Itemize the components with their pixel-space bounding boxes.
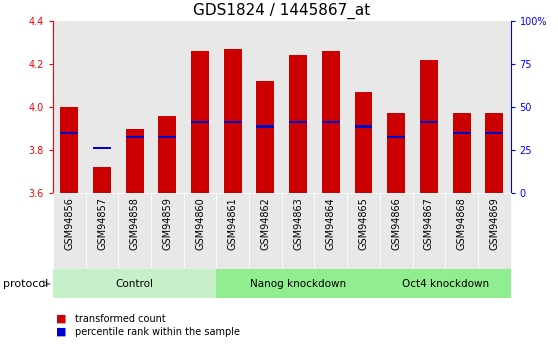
Bar	[158, 136, 176, 138]
Bar	[191, 51, 209, 193]
Text: Control: Control	[116, 279, 153, 289]
Text: GSM94869: GSM94869	[489, 197, 499, 250]
Text: protocol: protocol	[3, 279, 48, 289]
Bar	[53, 269, 217, 298]
Bar	[445, 21, 478, 193]
Bar	[282, 21, 315, 193]
Bar	[420, 59, 438, 193]
FancyBboxPatch shape	[347, 193, 380, 269]
FancyBboxPatch shape	[478, 193, 511, 269]
FancyBboxPatch shape	[118, 193, 151, 269]
Text: GSM94857: GSM94857	[97, 197, 107, 250]
Bar	[387, 136, 405, 138]
Bar	[322, 121, 340, 123]
FancyBboxPatch shape	[380, 193, 412, 269]
Bar	[60, 107, 78, 193]
Bar	[60, 131, 78, 134]
Bar	[354, 125, 373, 128]
Bar	[478, 21, 511, 193]
Bar	[249, 21, 282, 193]
Bar	[191, 121, 209, 123]
Bar	[347, 21, 380, 193]
Bar	[217, 269, 380, 298]
Text: GSM94858: GSM94858	[129, 197, 140, 250]
Bar	[184, 21, 217, 193]
Text: GSM94866: GSM94866	[391, 197, 401, 250]
Text: GSM94868: GSM94868	[456, 197, 466, 250]
Bar	[126, 128, 144, 193]
Bar	[453, 114, 470, 193]
Bar	[126, 136, 144, 138]
Bar	[380, 269, 511, 298]
Bar	[420, 121, 438, 123]
Text: GSM94863: GSM94863	[293, 197, 303, 250]
Bar	[412, 21, 445, 193]
Bar	[453, 131, 470, 134]
Bar	[387, 114, 405, 193]
Bar	[257, 125, 275, 128]
Text: Nanog knockdown: Nanog knockdown	[250, 279, 346, 289]
FancyBboxPatch shape	[445, 193, 478, 269]
Text: ■: ■	[56, 314, 66, 324]
Bar	[485, 131, 503, 134]
FancyBboxPatch shape	[217, 193, 249, 269]
FancyBboxPatch shape	[315, 193, 347, 269]
Bar	[118, 21, 151, 193]
Bar	[93, 147, 111, 149]
Bar	[151, 21, 184, 193]
FancyBboxPatch shape	[412, 193, 445, 269]
Bar	[289, 55, 307, 193]
Bar	[53, 21, 86, 193]
Bar	[224, 49, 242, 193]
Text: GSM94862: GSM94862	[261, 197, 271, 250]
Bar	[354, 92, 373, 193]
FancyBboxPatch shape	[184, 193, 217, 269]
Text: GSM94867: GSM94867	[424, 197, 434, 250]
FancyBboxPatch shape	[53, 193, 86, 269]
Bar	[93, 167, 111, 193]
Bar	[289, 121, 307, 123]
Text: percentile rank within the sample: percentile rank within the sample	[75, 327, 240, 337]
FancyBboxPatch shape	[151, 193, 184, 269]
FancyBboxPatch shape	[282, 193, 315, 269]
Bar	[224, 121, 242, 123]
Bar	[158, 116, 176, 193]
Text: GSM94859: GSM94859	[162, 197, 172, 250]
FancyBboxPatch shape	[249, 193, 282, 269]
Bar	[217, 21, 249, 193]
FancyBboxPatch shape	[86, 193, 118, 269]
Bar	[315, 21, 347, 193]
Title: GDS1824 / 1445867_at: GDS1824 / 1445867_at	[193, 3, 371, 19]
Text: GSM94864: GSM94864	[326, 197, 336, 250]
Bar	[380, 21, 412, 193]
Text: Oct4 knockdown: Oct4 knockdown	[402, 279, 489, 289]
Text: GSM94865: GSM94865	[358, 197, 368, 250]
Bar	[86, 21, 118, 193]
Bar	[322, 51, 340, 193]
Text: transformed count: transformed count	[75, 314, 166, 324]
Text: GSM94861: GSM94861	[228, 197, 238, 250]
Bar	[257, 81, 275, 193]
Bar	[485, 114, 503, 193]
Text: ■: ■	[56, 327, 66, 337]
Text: GSM94860: GSM94860	[195, 197, 205, 250]
Text: GSM94856: GSM94856	[64, 197, 74, 250]
